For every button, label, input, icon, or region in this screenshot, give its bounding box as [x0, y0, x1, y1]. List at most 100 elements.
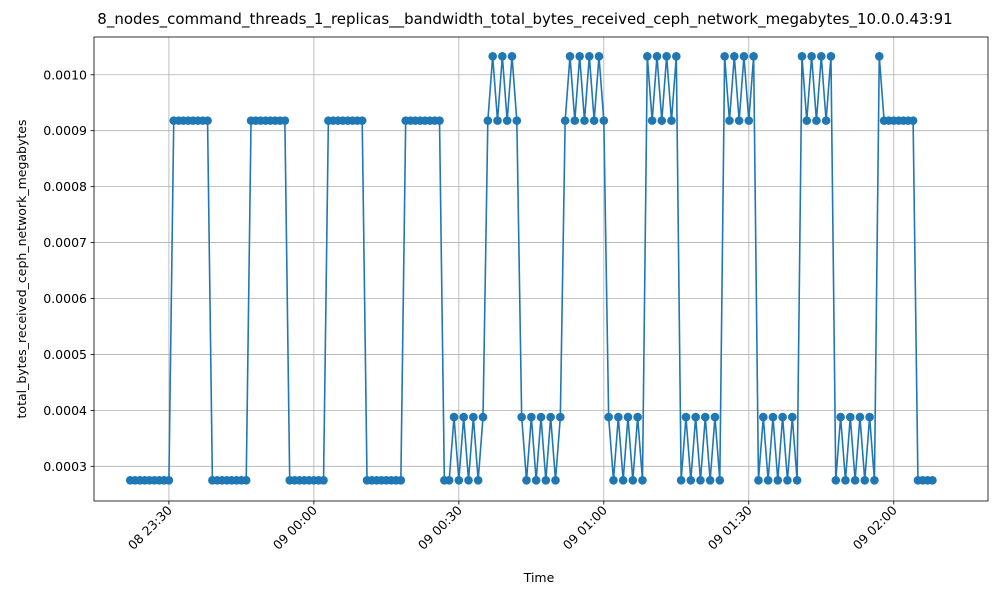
- y-tick-label: 0.0005: [43, 347, 87, 362]
- data-point: [454, 476, 464, 485]
- data-point: [643, 52, 652, 61]
- data-point: [570, 116, 580, 125]
- data-point: [565, 52, 575, 61]
- data-point: [435, 116, 444, 125]
- data-point: [778, 412, 787, 422]
- data-point: [536, 412, 546, 422]
- data-point: [773, 476, 783, 485]
- data-point: [580, 116, 589, 125]
- data-point: [763, 476, 773, 485]
- data-point: [551, 476, 560, 485]
- data-point: [498, 52, 507, 61]
- y-tick-label: 0.0009: [43, 123, 87, 138]
- data-point: [652, 52, 662, 61]
- data-point: [836, 412, 845, 422]
- data-point: [512, 116, 522, 125]
- grid-lines: [94, 37, 988, 501]
- x-axis-title: Time: [523, 570, 555, 585]
- data-point: [488, 52, 497, 61]
- data-point: [826, 52, 836, 61]
- data-point: [730, 52, 739, 61]
- data-point: [589, 116, 599, 125]
- data-point: [841, 476, 850, 485]
- data-point: [734, 116, 744, 125]
- data-point: [594, 52, 604, 61]
- y-tick-label: 0.0003: [43, 459, 87, 474]
- y-axis: 0.0003 0.0004 0.0005 0.0006 0.0007 0.0008 0.00…: [43, 67, 94, 474]
- data-point: [628, 476, 638, 485]
- data-point: [865, 412, 874, 422]
- data-point: [633, 412, 642, 422]
- data-point: [807, 52, 816, 61]
- x-axis: 08 23:30 09 00:00 09 00:30 09 01:00 09 01:30…: [125, 501, 900, 553]
- data-point: [768, 412, 778, 422]
- data-point: [647, 116, 657, 125]
- data-point: [908, 116, 918, 125]
- data-point: [469, 412, 478, 422]
- y-tick-label: 0.0006: [43, 291, 87, 306]
- data-point: [473, 476, 483, 485]
- data-point: [662, 52, 671, 61]
- data-point: [681, 412, 691, 422]
- data-point: [787, 412, 797, 422]
- data-point: [517, 412, 526, 422]
- data-point: [604, 412, 613, 422]
- data-point: [860, 476, 870, 485]
- x-tick-label: 09 00:30: [415, 502, 465, 552]
- y-tick-label: 0.0008: [43, 179, 87, 194]
- y-tick-label: 0.0004: [43, 403, 87, 418]
- data-point: [816, 52, 826, 61]
- data-point: [870, 476, 879, 485]
- data-point: [874, 52, 884, 61]
- data-point: [705, 476, 715, 485]
- data-point: [739, 52, 749, 61]
- data-point: [749, 52, 758, 61]
- data-point: [744, 116, 754, 125]
- data-point: [715, 476, 725, 485]
- y-axis-title: total_bytes_received_ceph_network_megaby…: [14, 120, 29, 419]
- data-point: [701, 412, 710, 422]
- x-tick-label: 09 02:00: [850, 502, 900, 552]
- data-point: [623, 412, 633, 422]
- data-point: [758, 412, 768, 422]
- data-point: [821, 116, 831, 125]
- data-point: [691, 412, 700, 422]
- data-point: [672, 52, 681, 61]
- data-point: [527, 412, 536, 422]
- data-point: [609, 476, 618, 485]
- data-point: [599, 116, 609, 125]
- x-tick-label: 09 01:30: [705, 502, 755, 552]
- data-point: [556, 412, 565, 422]
- data-point: [164, 476, 174, 485]
- data-point: [502, 116, 512, 125]
- data-point: [725, 116, 734, 125]
- data-point: [483, 116, 493, 125]
- data-point: [280, 116, 290, 125]
- data-point: [357, 116, 367, 125]
- data-point: [478, 412, 488, 422]
- data-point: [614, 412, 623, 422]
- data-point: [710, 412, 720, 422]
- data-point: [792, 476, 802, 485]
- data-point: [686, 476, 696, 485]
- x-tick-label: 08 23:30: [125, 502, 175, 552]
- data-point: [444, 476, 454, 485]
- data-point: [831, 476, 841, 485]
- data-point: [493, 116, 502, 125]
- data-point: [575, 52, 584, 61]
- data-point: [618, 476, 628, 485]
- data-point: [812, 116, 821, 125]
- data-point: [459, 412, 468, 422]
- data-point: [507, 52, 517, 61]
- data-point: [585, 52, 594, 61]
- data-point: [850, 476, 860, 485]
- data-point: [241, 476, 251, 485]
- data-point: [928, 476, 937, 485]
- data-point: [855, 412, 865, 422]
- series-line: [125, 52, 937, 485]
- data-point: [560, 116, 570, 125]
- data-point: [657, 116, 667, 125]
- data-point: [319, 476, 328, 485]
- data-point: [546, 412, 555, 422]
